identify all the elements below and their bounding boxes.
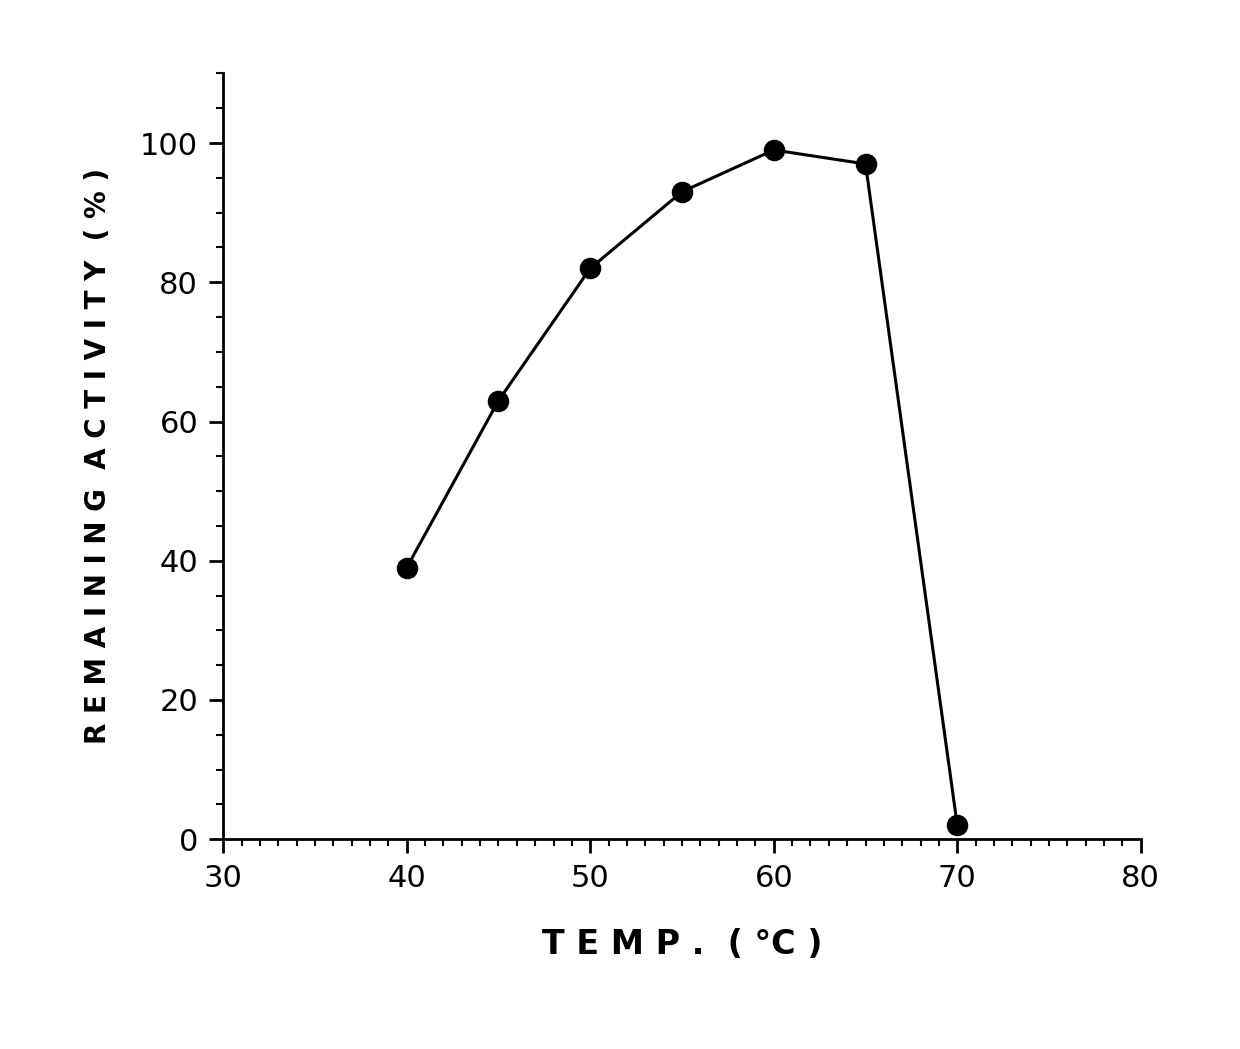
X-axis label: T E M P .  ( °C ): T E M P . ( °C ) [542, 928, 822, 961]
Y-axis label: R E M A I N I N G  A C T I V I T Y  ( % ): R E M A I N I N G A C T I V I T Y ( % ) [84, 168, 113, 745]
